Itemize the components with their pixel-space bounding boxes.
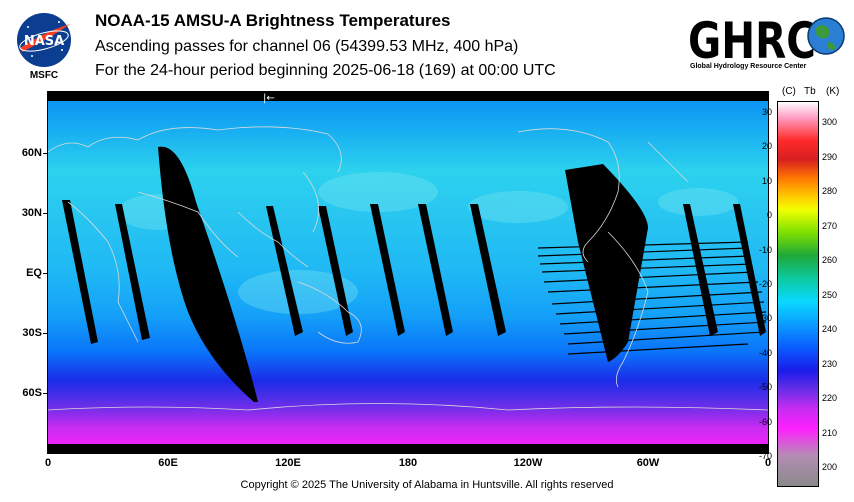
colorbar-c-tick: -40 — [758, 348, 772, 358]
colorbar-k-tick: 250 — [822, 290, 838, 300]
colorbar-k-tick: 260 — [822, 255, 838, 265]
page-title: NOAA-15 AMSU-A Brightness Temperatures — [95, 11, 451, 30]
colorbar-c-tick: -60 — [758, 417, 772, 427]
colorbar-c-tick: -10 — [758, 245, 772, 255]
lon-label-180: 180 — [398, 457, 418, 469]
colorbar-c-tick: -70 — [758, 451, 772, 461]
period-subtitle: For the 24-hour period beginning 2025-06… — [95, 62, 556, 79]
scan-line-artifacts — [537, 241, 767, 355]
map-frame — [47, 91, 769, 454]
colorbar-header-c: (C) — [782, 86, 796, 97]
colorbar-k-tick: 210 — [822, 428, 838, 438]
colorbar-c-tick: 20 — [761, 141, 772, 151]
swath-direction-arrow: |← — [263, 93, 275, 104]
colorbar-c-tick: 0 — [766, 210, 772, 220]
ghrc-fullname: Global Hydrology Resource Center — [690, 63, 807, 70]
nasa-center-label: MSFC — [29, 70, 59, 81]
lon-label-60e: 60E — [158, 457, 178, 469]
colorbar-k-tick: 300 — [822, 117, 838, 127]
lat-label-60s: 60S — [22, 387, 42, 399]
lat-label-30n: 30N — [21, 207, 42, 219]
colorbar-c-tick: 10 — [761, 176, 772, 186]
colorbar-k-tick: 230 — [822, 359, 838, 369]
map-svg: |← — [47, 92, 769, 453]
missing-data-swaths — [62, 146, 766, 402]
lon-label-120e: 120E — [275, 457, 301, 469]
ghrc-wordmark: GHRC — [688, 12, 816, 68]
lon-label-0-east: 0 — [764, 457, 772, 469]
lon-label-60w: 60W — [636, 457, 660, 469]
copyright-notice: Copyright © 2025 The University of Alaba… — [240, 479, 614, 491]
colorbar-k-tick: 240 — [822, 324, 838, 334]
coastlines — [47, 126, 769, 411]
colorbar-k-tick: 280 — [822, 186, 838, 196]
ghrc-logo: GHRC — [686, 8, 848, 70]
colorbar-k-tick: 200 — [822, 462, 838, 472]
colorbar-c-tick: 30 — [761, 107, 772, 117]
brightness-temperature-map: |← — [47, 92, 769, 453]
colorbar-c-tick: -50 — [758, 382, 772, 392]
colorbar-header-tb: Tb — [804, 86, 816, 97]
channel-subtitle: Ascending passes for channel 06 (54399.5… — [95, 38, 519, 55]
colorbar-k-tick: 270 — [822, 221, 838, 231]
lat-label-60n: 60N — [21, 147, 42, 159]
lat-label-30s: 30S — [22, 327, 42, 339]
colorbar-header-k: (K) — [826, 86, 840, 97]
lat-label-eq: EQ — [26, 267, 42, 279]
colorbar-c-tick: -20 — [758, 279, 772, 289]
nasa-logo: NASA — [14, 10, 74, 70]
nasa-wordmark: NASA — [24, 34, 64, 49]
lon-label-0: 0 — [44, 457, 52, 469]
colorbar-k-tick: 290 — [822, 152, 838, 162]
colorbar-c-tick: -30 — [758, 313, 772, 323]
colorbar-k-tick: 220 — [822, 393, 838, 403]
lon-label-120w: 120W — [513, 457, 543, 469]
colorbar — [777, 101, 819, 487]
